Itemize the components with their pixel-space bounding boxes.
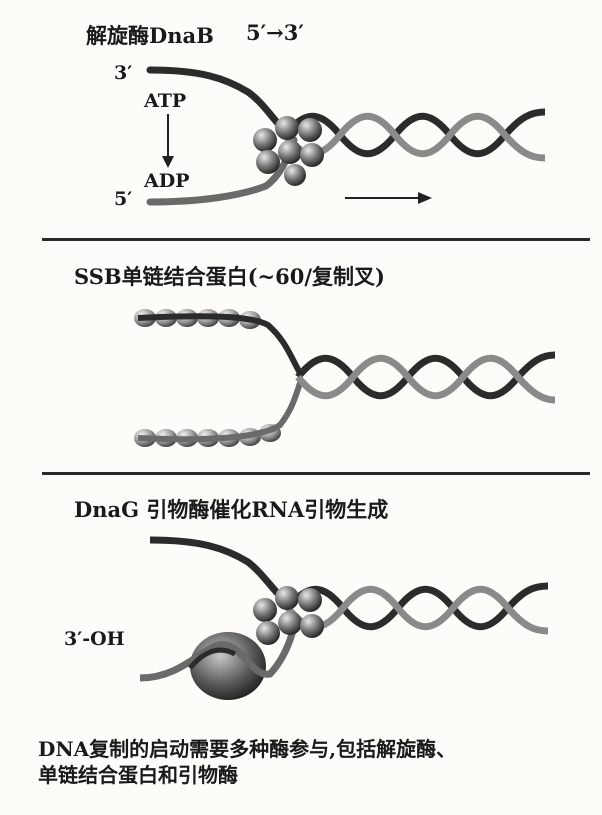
divider-2: [42, 472, 590, 475]
panel3-title: DnaG 引物酶催化RNA引物生成: [74, 497, 389, 522]
caption-line-1: DNA复制的启动需要多种酶参与,包括解旋酶、: [38, 737, 457, 761]
caption: DNA复制的启动需要多种酶参与,包括解旋酶、 单链结合蛋白和引物酶: [38, 736, 588, 788]
caption-line-2: 单链结合蛋白和引物酶: [38, 763, 238, 787]
double-helix: [282, 108, 546, 162]
primase-double-helix: [285, 582, 549, 635]
helicase-spheres: [253, 116, 324, 186]
primase-upper-strand: [149, 536, 285, 601]
upper-strand: [146, 66, 286, 132]
panel-helicase: 解旋酶DnaB 5′→3′ 3′ ATP ADP 5′: [0, 0, 602, 235]
primase-helicase-spheres: [253, 586, 324, 645]
panel1-title: 解旋酶DnaB: [86, 23, 214, 48]
label-5prime: 5′: [114, 188, 133, 210]
ssb-double-helix: [295, 351, 556, 404]
divider-1: [42, 238, 590, 241]
panel2-title: SSB单链结合蛋白(~60/复制叉): [74, 264, 385, 289]
atp-adp-arrow-icon: [162, 114, 174, 168]
panel-primase: DnaG 引物酶催化RNA引物生成 3′-OH: [0, 478, 602, 728]
primase-diagram: [139, 536, 549, 700]
panel-ssb: SSB单链结合蛋白(~60/复制叉): [0, 245, 602, 467]
movement-arrow-icon: [345, 192, 432, 204]
helicase-diagram: [146, 66, 546, 206]
panel1-direction: 5′→3′: [246, 20, 304, 45]
label-adp: ADP: [144, 170, 190, 192]
primase-lower-strand: [139, 617, 300, 682]
ssb-diagram: [134, 309, 556, 447]
ssb-top-strand: [137, 313, 303, 375]
label-3prime: 3′: [114, 62, 133, 84]
label-atp: ATP: [144, 90, 187, 112]
label-3oh: 3′-OH: [64, 628, 125, 650]
ssb-bottom-strand: [137, 382, 303, 443]
